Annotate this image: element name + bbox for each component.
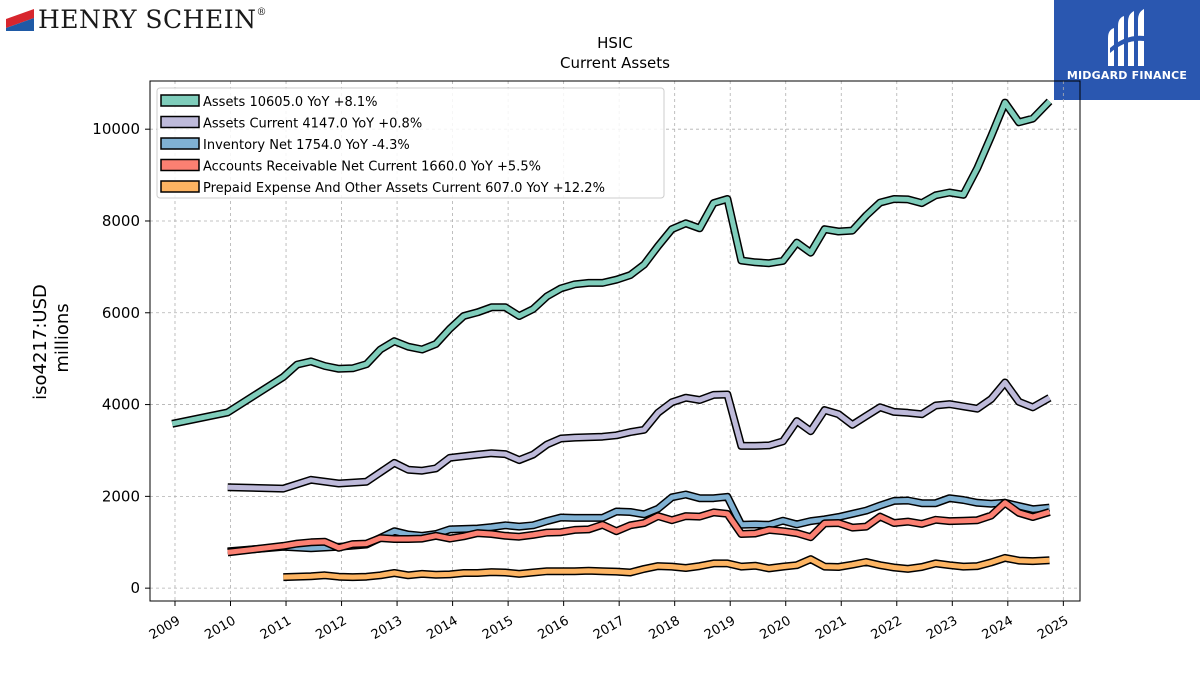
y-tick-label: 0 (130, 579, 140, 597)
y-axis-label: iso4217:USD (30, 284, 51, 400)
x-tick-label: 2016 (535, 613, 571, 643)
legend-swatch (160, 94, 200, 107)
y-tick-label: 8000 (102, 212, 140, 230)
legend-label: Prepaid Expense And Other Assets Current… (203, 181, 605, 196)
x-tick-label: 2023 (924, 613, 960, 643)
legend-swatch (160, 137, 200, 150)
series-line (227, 492, 1050, 554)
y-axis-label-units: millions (52, 303, 73, 372)
series-line (283, 555, 1050, 580)
series-line (227, 500, 1051, 555)
legend-label: Assets Current 4147.0 YoY +0.8% (203, 117, 422, 132)
legend-swatch (160, 180, 200, 193)
x-tick-label: 2010 (202, 613, 238, 643)
legend-label: Inventory Net 1754.0 YoY -4.3% (203, 138, 410, 153)
henry-schein-mark-icon (6, 7, 34, 31)
henry-schein-logo: HENRY SCHEIN® (6, 4, 267, 34)
x-tick-label: 2018 (647, 613, 683, 643)
x-tick-label: 2022 (869, 613, 905, 643)
midgard-finance-mark-icon (1108, 9, 1144, 66)
henry-schein-wordmark: HENRY SCHEIN® (38, 4, 267, 34)
series-line (171, 99, 1052, 427)
x-tick-label: 2015 (480, 613, 516, 643)
y-tick-label: 2000 (102, 487, 140, 505)
x-tick-label: 2020 (758, 613, 794, 643)
series-line-outline (227, 378, 1052, 493)
x-tick-label: 2021 (813, 613, 849, 643)
y-tick-label: 6000 (102, 304, 140, 322)
y-tick-label: 10000 (92, 120, 140, 138)
series-line (227, 380, 1051, 492)
x-tick-label: 2024 (980, 613, 1016, 643)
midgard-finance-logo: MIDGARD FINANCE (1054, 0, 1200, 100)
x-tick-label: 2025 (1035, 613, 1071, 643)
x-tick-label: 2019 (702, 613, 738, 643)
x-tick-label: 2013 (369, 613, 405, 643)
y-tick-label: 4000 (102, 396, 140, 414)
midgard-finance-wordmark: MIDGARD FINANCE (1066, 69, 1188, 82)
chart-subtitle: Current Assets (560, 54, 670, 72)
legend-swatch (160, 115, 200, 129)
legend-swatch (160, 158, 200, 172)
x-tick-label: 2017 (591, 613, 627, 643)
x-tick-label: 2014 (424, 613, 460, 643)
x-tick-label: 2011 (258, 613, 294, 643)
x-tick-label: 2009 (147, 613, 183, 643)
legend-label: Assets 10605.0 YoY +8.1% (203, 95, 378, 110)
x-tick-label: 2012 (313, 613, 349, 643)
chart-title: HSIC (597, 34, 633, 52)
legend-box (156, 87, 665, 199)
legend-label: Accounts Receivable Net Current 1660.0 Y… (203, 160, 541, 175)
plot-frame (149, 80, 1081, 602)
